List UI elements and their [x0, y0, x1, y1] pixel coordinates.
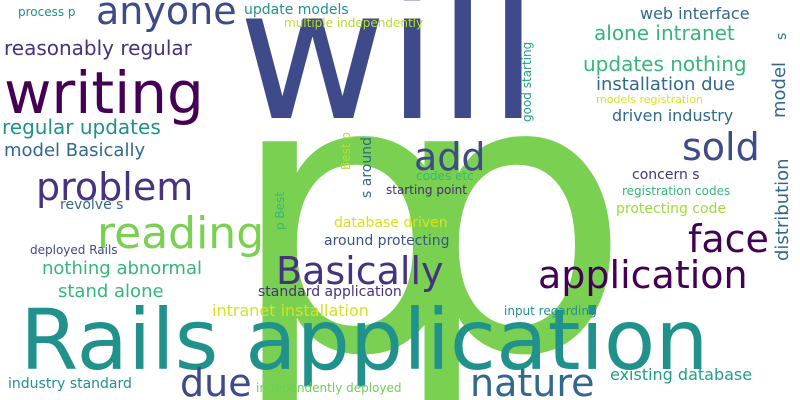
word-p-best-vertical: p Best: [273, 191, 287, 230]
word-nothing-abnormal: nothing abnormal: [42, 258, 202, 279]
word-updates-nothing: updates nothing: [583, 52, 747, 76]
word-concern-s: concern s: [632, 167, 700, 183]
word-registration-codes: registration codes: [622, 184, 731, 198]
word-alone-intranet: alone intranet: [594, 21, 735, 45]
word-independently-deployed: independently deployed: [256, 381, 402, 395]
word-writing: writing: [4, 59, 204, 127]
word-model-vertical: model: [769, 61, 790, 118]
word-protecting-code: protecting code: [616, 201, 727, 217]
word-s-around-vertical: s around: [359, 137, 375, 198]
word-driven-industry: driven industry: [612, 106, 734, 125]
word-sold: sold: [682, 125, 760, 169]
word-intranet-installation: intranet installation: [212, 301, 369, 320]
word-will: will: [238, 0, 539, 161]
word-starting-point: starting point: [386, 183, 467, 197]
word-reading: reading: [97, 208, 265, 259]
word-good-starting-vertical: good starting: [520, 41, 534, 122]
word-application: application: [538, 253, 748, 297]
word-face: face: [688, 217, 769, 261]
word-models-registration: models registration: [596, 93, 703, 106]
word-existing-database: existing database: [610, 365, 753, 384]
word-revolve-s: revolve s: [60, 197, 124, 213]
word-deployed-rails: deployed Rails: [30, 243, 118, 257]
word-p-right: p: [390, 0, 632, 400]
word-database-driven: database driven: [334, 215, 448, 231]
word-add: add: [414, 135, 486, 179]
word-update-models: update models: [244, 2, 349, 18]
word-due: due: [180, 361, 252, 400]
word-best-p-vertical: Best p: [339, 131, 353, 170]
word-input-regarding: input regarding: [504, 304, 597, 318]
word-industry-standard: industry standard: [8, 376, 132, 392]
word-stand-alone: stand alone: [58, 281, 164, 302]
word-multiple-independently: multiple independently: [284, 16, 424, 30]
word-anyone: anyone: [96, 0, 237, 33]
word-codes-etc: codes etc: [416, 169, 474, 183]
word-web-interface: web interface: [640, 4, 750, 23]
word-rails-application: Rails application: [20, 291, 709, 389]
word-around-protecting: around protecting: [324, 233, 450, 249]
word-standard-application: standard application: [258, 284, 402, 300]
word-s-vertical: s: [774, 32, 790, 40]
word-nature: nature: [470, 361, 595, 400]
word-regular-updates: regular updates: [2, 115, 161, 139]
word-process-p: process p: [18, 5, 76, 19]
word-distribution-vertical: distribution: [772, 158, 793, 261]
word-installation-due: installation due: [596, 74, 736, 95]
word-model-basically: model Basically: [4, 140, 146, 161]
word-basically: Basically: [276, 249, 444, 293]
word-p-left: p: [228, 0, 470, 400]
word-problem: problem: [36, 165, 194, 209]
word-reasonably-regular: reasonably regular: [4, 36, 192, 60]
